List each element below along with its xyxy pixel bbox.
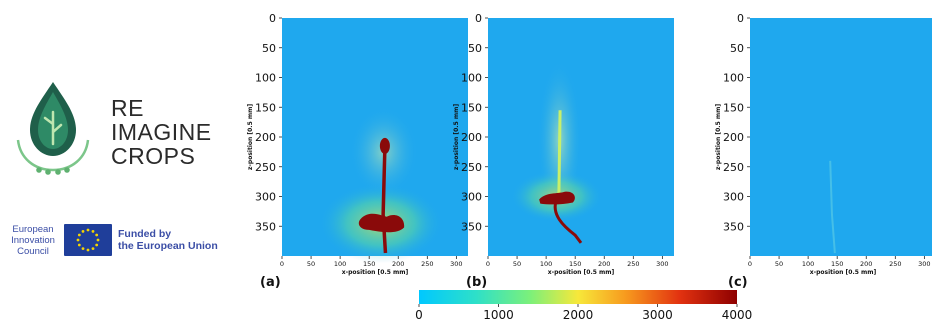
x-axis-label: x-position [0.5 mm] (548, 269, 615, 276)
y-tick-label: 100 (255, 72, 276, 85)
x-tick-label: 100 (540, 260, 552, 268)
y-tick-label: 300 (461, 191, 482, 204)
y-tick-label: 50 (730, 42, 744, 55)
shoot-tip (379, 137, 390, 154)
seed-blob (358, 213, 405, 233)
x-tick-label: 0 (486, 260, 490, 268)
seed-blob (539, 191, 575, 205)
heatmap-panel-1: 0 50 100 150 200 250 300 350 0 50 100 150 200 250 300 x… (247, 12, 468, 290)
y-tick-label: 150 (723, 101, 744, 114)
shoot-stem (557, 110, 562, 194)
x-tick-label: 100 (802, 260, 814, 268)
y-axis-label: z-position [0.5 mm] (715, 104, 722, 170)
x-tick-label: 300 (656, 260, 668, 268)
x-axis-label: x-position [0.5 mm] (342, 269, 409, 276)
y-axis-label: z-position [0.5 mm] (247, 104, 254, 170)
x-tick-label: 50 (775, 260, 783, 268)
y-tick-label: 0 (269, 12, 276, 25)
logo-line-3: CROPS (111, 143, 196, 169)
panel-label: (a) (260, 275, 281, 290)
leaf-drop-icon (16, 82, 90, 175)
y-tick-label: 200 (255, 131, 276, 144)
x-tick-label: 250 (627, 260, 639, 268)
y-tick-label: 350 (461, 220, 482, 233)
eic-label: European Innovation Council (11, 224, 55, 257)
y-tick-label: 300 (723, 191, 744, 204)
y-tick-label: 150 (255, 101, 276, 114)
x-axis-label: x-position [0.5 mm] (810, 269, 877, 276)
x-tick-label: 50 (307, 260, 315, 268)
x-tick-label: 0 (748, 260, 752, 268)
y-tick-label: 300 (255, 191, 276, 204)
panel-label: (b) (466, 275, 487, 290)
heatmap-figure: 0 50 100 150 200 250 300 350 0 50 100 150 200 250 300 x… (247, 12, 932, 322)
x-tick-label: 0 (280, 260, 284, 268)
y-tick-label: 100 (723, 72, 744, 85)
x-tick-label: 150 (363, 260, 375, 268)
colorbar-gradient (419, 290, 737, 304)
heatmap-panel-2: 0 50 100 150 200 250 300 350 0 50 100 150 200 250 300 x… (453, 12, 674, 290)
y-tick-label: 200 (723, 131, 744, 144)
y-tick-label: 50 (262, 42, 276, 55)
root-stem (381, 147, 388, 254)
faint-trace (829, 160, 836, 254)
y-tick-label: 250 (723, 161, 744, 174)
colorbar-tick-label: 3000 (642, 308, 673, 322)
x-tick-label: 250 (889, 260, 901, 268)
colorbar-tick-label: 1000 (483, 308, 514, 322)
x-tick-label: 50 (513, 260, 521, 268)
eu-funding-label: Funded by the European Union (118, 228, 218, 252)
y-axis-label: z-position [0.5 mm] (453, 104, 460, 170)
panel-label: (c) (728, 275, 748, 290)
x-tick-label: 300 (450, 260, 462, 268)
x-tick-label: 300 (918, 260, 930, 268)
x-tick-label: 200 (598, 260, 610, 268)
y-tick-label: 0 (737, 12, 744, 25)
y-tick-label: 150 (461, 101, 482, 114)
y-tick-label: 0 (475, 12, 482, 25)
logo-line-2: IMAGINE (111, 119, 212, 145)
heatmap-panel-3: 0 50 100 150 200 250 300 350 0 50 100 150 200 250 300 x… (715, 12, 932, 290)
colorbar: 0 1000 2000 3000 4000 (415, 290, 752, 322)
y-tick-label: 350 (723, 220, 744, 233)
eu-flag-icon (64, 224, 112, 256)
x-tick-label: 200 (392, 260, 404, 268)
x-tick-label: 100 (334, 260, 346, 268)
y-tick-label: 250 (461, 161, 482, 174)
reimagine-crops-logo: RE IMAGINE CROPS (8, 78, 228, 178)
x-tick-label: 150 (831, 260, 843, 268)
colorbar-tick-label: 2000 (563, 308, 594, 322)
colorbar-tick-label: 4000 (722, 308, 753, 322)
logo-line-1: RE (111, 95, 144, 121)
heatmap-plot-area (750, 18, 932, 256)
y-tick-label: 350 (255, 220, 276, 233)
x-tick-label: 200 (860, 260, 872, 268)
y-tick-label: 200 (461, 131, 482, 144)
x-tick-label: 150 (569, 260, 581, 268)
y-tick-label: 50 (468, 42, 482, 55)
y-tick-label: 100 (461, 72, 482, 85)
x-tick-label: 250 (421, 260, 433, 268)
y-tick-label: 250 (255, 161, 276, 174)
colorbar-tick-label: 0 (415, 308, 423, 322)
